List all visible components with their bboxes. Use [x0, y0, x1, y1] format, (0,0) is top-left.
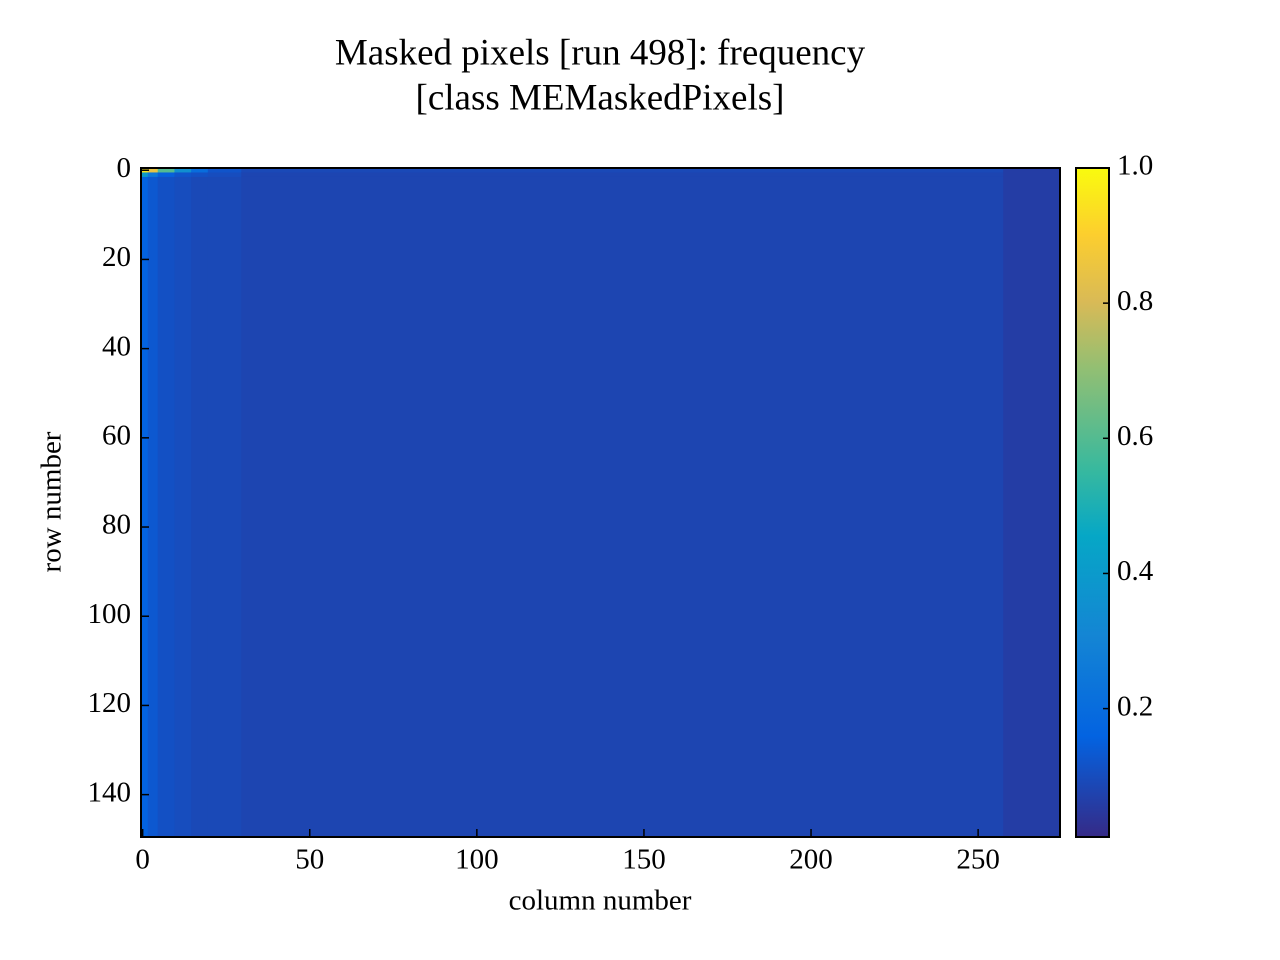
heatmap-cell [1003, 176, 1061, 838]
x-tick-label: 100 [455, 844, 499, 876]
colorbar-tick-label: 0.4 [1117, 555, 1154, 587]
heatmap-cell [147, 172, 159, 178]
heatmap-cell [191, 172, 209, 178]
colorbar-frame [1075, 167, 1110, 838]
heatmap-cell [1003, 168, 1061, 173]
heatmap-cell [207, 176, 242, 838]
y-tick-label: 20 [102, 241, 131, 273]
colorbar [1076, 168, 1109, 837]
heatmap-cell [207, 172, 242, 178]
heatmap-cell [174, 172, 192, 178]
colorbar-tick-label: 0.8 [1117, 285, 1153, 317]
y-axis-label: row number [36, 431, 68, 572]
x-tick-label: 250 [956, 844, 1000, 876]
x-tick-label: 200 [789, 844, 833, 876]
heatmap-cell [191, 176, 209, 838]
heatmap-cell [147, 168, 159, 173]
heatmap-cell [1003, 172, 1061, 178]
heatmap-cell [241, 172, 1004, 178]
heatmap-cell [157, 176, 175, 838]
heatmap-cell [141, 172, 149, 178]
colorbar-tick-label: 1.0 [1117, 150, 1153, 182]
heatmap-cell [174, 176, 192, 838]
y-tick-label: 120 [88, 687, 132, 719]
x-tick-label: 50 [295, 844, 324, 876]
heatmap-cell [241, 176, 1004, 838]
plot-frame [140, 167, 1061, 838]
x-tick-label: 150 [622, 844, 666, 876]
heatmap-cell [157, 168, 175, 173]
y-tick-label: 100 [88, 598, 132, 630]
colorbar-tick-label: 0.6 [1117, 420, 1153, 452]
y-tick-label: 140 [88, 776, 132, 808]
x-axis-label: column number [509, 885, 692, 917]
y-tick-label: 60 [102, 419, 131, 451]
y-tick-label: 80 [102, 509, 131, 541]
heatmap-cell [157, 172, 175, 178]
heatmap-cell [141, 176, 149, 838]
y-tick-label: 40 [102, 330, 131, 362]
heatmap [141, 168, 1061, 838]
heatmap-cell [174, 168, 192, 173]
heatmap-cell [207, 168, 242, 173]
chart-title: [class MEMaskedPixels] [416, 77, 785, 118]
colorbar-tick-label: 0.2 [1117, 690, 1153, 722]
heatmap-cell [241, 168, 1004, 173]
heatmap-cell [191, 168, 209, 173]
chart-title: Masked pixels [run 498]: frequency [335, 32, 866, 73]
heatmap-cell [147, 176, 159, 838]
y-tick-label: 0 [117, 152, 132, 184]
x-tick-label: 0 [135, 844, 150, 876]
